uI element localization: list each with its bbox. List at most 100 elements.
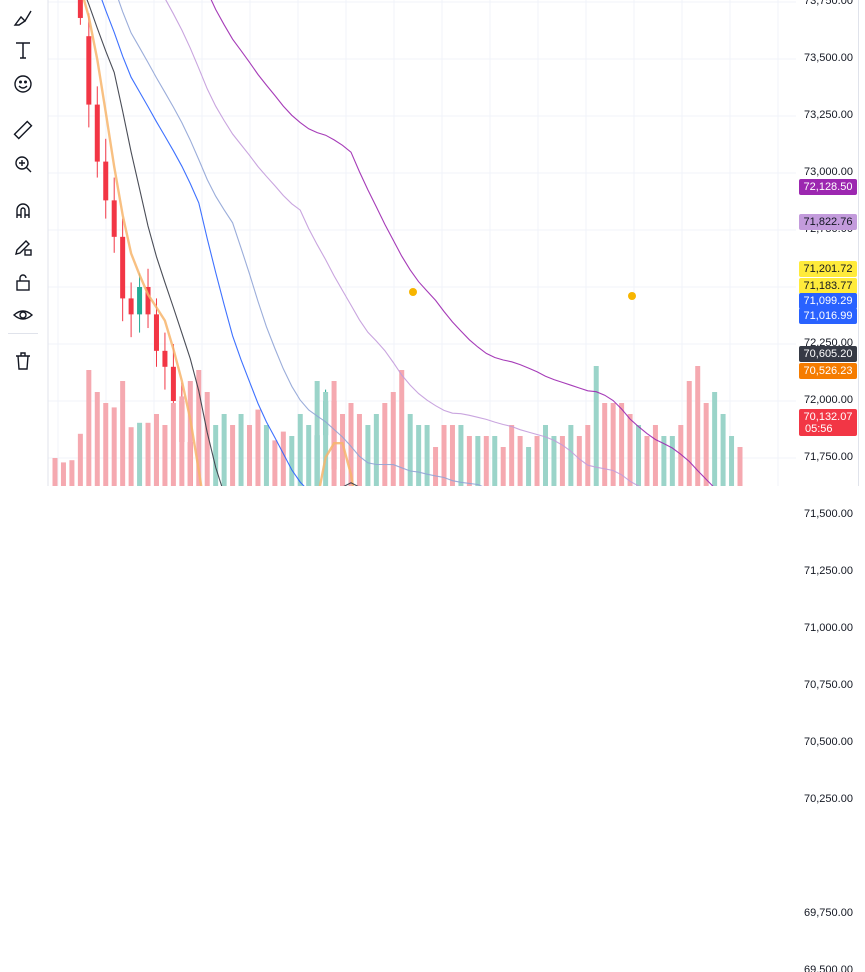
candle-body (94, 104, 100, 162)
magnet-icon[interactable] (8, 196, 38, 226)
price-tick-label: 70,250.00 (804, 793, 853, 805)
moving-average-line (117, 0, 483, 486)
volume-bar (221, 414, 227, 486)
volume-bar (94, 392, 100, 486)
volume-bar (230, 425, 236, 486)
price-badge: 70,132.07 (799, 409, 857, 425)
volume-bar (712, 392, 718, 486)
volume-bar (441, 425, 447, 486)
volume-bar (678, 425, 684, 486)
volume-bar (69, 460, 75, 486)
candle-body (120, 236, 126, 299)
price-tick-label: 69,750.00 (804, 907, 853, 919)
volume-bar (720, 414, 726, 486)
volume-bar (137, 422, 143, 486)
volume-bar (551, 436, 557, 486)
volume-bar (77, 433, 83, 486)
price-chart[interactable] (0, 0, 865, 486)
volume-bar (576, 436, 582, 486)
price-tick-label: 72,000.00 (804, 394, 853, 406)
bar-countdown: 05:56 (799, 422, 857, 436)
volume-bar (111, 407, 117, 486)
volume-bar (416, 425, 422, 486)
text-icon[interactable] (8, 35, 38, 65)
volume-bar (449, 425, 455, 486)
volume-bar (306, 425, 312, 486)
volume-bar (568, 425, 574, 486)
volume-bar (204, 392, 210, 486)
price-badge: 71,183.77 (799, 278, 857, 294)
volume-bar (356, 414, 362, 486)
trash-icon[interactable] (8, 346, 38, 376)
volume-bar (686, 381, 692, 486)
volume-bar (534, 436, 540, 486)
price-badge: 71,099.29 (799, 293, 857, 309)
ruler-icon[interactable] (8, 115, 38, 145)
volume-bar (331, 381, 337, 486)
volume-bar (669, 436, 675, 486)
candle-body (153, 314, 159, 351)
price-badge: 70,605.20 (799, 346, 857, 362)
price-badge: 71,201.72 (799, 261, 857, 277)
volume-bar (399, 370, 405, 486)
candle-body (103, 161, 109, 201)
toolbar-separator (8, 333, 38, 334)
volume-bar (120, 381, 126, 486)
volume-bar (170, 403, 176, 486)
candle-body (128, 298, 134, 315)
volume-bar (737, 447, 743, 486)
volume-bar (433, 447, 439, 486)
price-tick-label: 69,500.00 (804, 964, 853, 972)
volume-bar (652, 425, 658, 486)
volume-bar (610, 403, 616, 486)
volume-bar (559, 436, 565, 486)
volume-bar (314, 381, 320, 486)
volume-bar (424, 425, 430, 486)
price-badge: 72,128.50 (799, 179, 857, 195)
volume-bar (593, 366, 599, 486)
price-tick-label: 73,500.00 (804, 52, 853, 64)
candle-body (77, 0, 83, 18)
moving-average-line (82, 0, 355, 486)
volume-bar (466, 436, 472, 486)
moving-average-line (210, 0, 714, 486)
price-badge: 71,016.99 (799, 308, 857, 324)
moving-average-line (101, 0, 305, 486)
volume-bar (238, 414, 244, 486)
volume-bar (492, 436, 498, 486)
volume-bar (500, 447, 506, 486)
volume-bar (644, 436, 650, 486)
volume-bar (52, 458, 58, 486)
volume-bar (263, 425, 269, 486)
scale-divider (858, 0, 859, 486)
volume-bar (458, 425, 464, 486)
volume-bar (526, 447, 532, 486)
emoji-icon[interactable] (8, 69, 38, 99)
volume-bar (483, 436, 489, 486)
volume-bar (153, 414, 159, 486)
volume-bar (323, 392, 329, 486)
eye-icon[interactable] (8, 300, 38, 330)
price-tick-label: 73,000.00 (804, 166, 853, 178)
lock-drawing-icon[interactable] (8, 232, 38, 262)
unlock-icon[interactable] (8, 267, 38, 297)
volume-bar (340, 414, 346, 486)
price-tick-label: 70,750.00 (804, 679, 853, 691)
volume-bar (348, 403, 354, 486)
zoom-in-icon[interactable] (8, 149, 38, 179)
price-tick-label: 71,250.00 (804, 565, 853, 577)
event-marker (628, 292, 636, 300)
volume-bar (729, 436, 735, 486)
price-tick-label: 73,250.00 (804, 109, 853, 121)
price-tick-label: 71,000.00 (804, 622, 853, 634)
candle-body (162, 350, 168, 367)
volume-bar (509, 425, 515, 486)
brush-icon[interactable] (8, 2, 38, 32)
volume-bar (695, 366, 701, 486)
volume-bar (162, 425, 168, 486)
volume-bar (627, 414, 633, 486)
volume-bar (517, 436, 523, 486)
volume-bar (103, 403, 109, 486)
volume-bar (272, 440, 278, 486)
volume-bar (619, 403, 625, 486)
